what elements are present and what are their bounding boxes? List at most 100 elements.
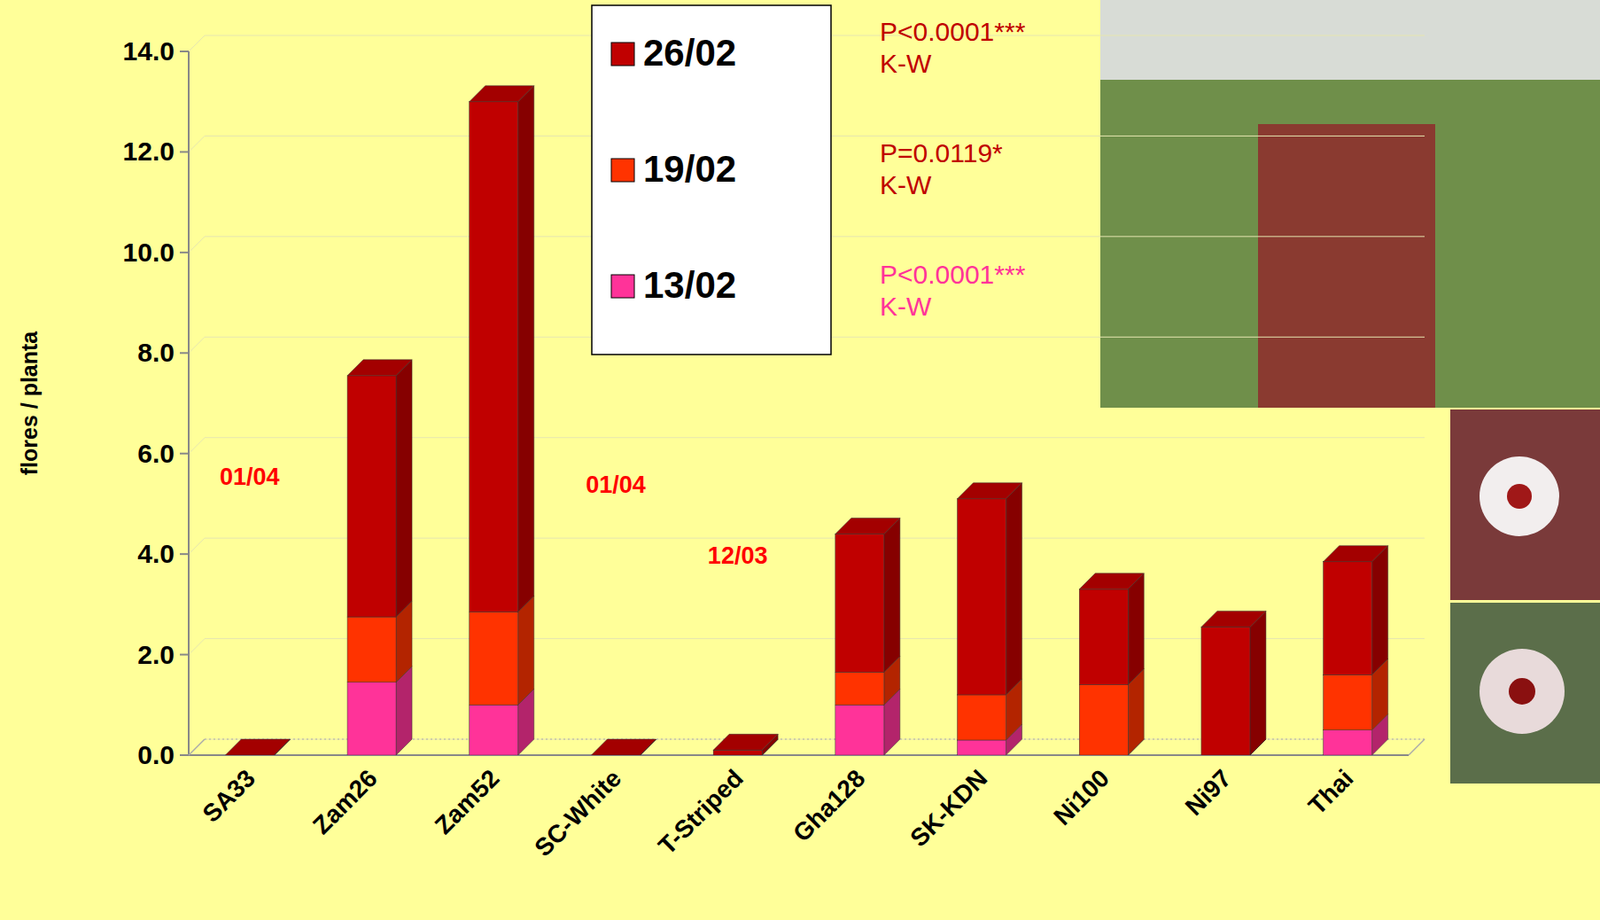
category-label: Zam52 bbox=[429, 763, 505, 839]
bar-top bbox=[1079, 573, 1144, 590]
test-label: P<0.0001*** bbox=[879, 259, 1026, 289]
bar-top bbox=[590, 738, 656, 755]
bar-segment bbox=[347, 375, 397, 617]
bar-segment bbox=[1079, 684, 1128, 755]
bar-segment bbox=[1079, 589, 1128, 685]
grid-line bbox=[188, 537, 205, 554]
tick-label: 2.0 bbox=[137, 639, 175, 669]
tick-label: 4.0 bbox=[137, 538, 175, 568]
photo-flower bbox=[1450, 602, 1600, 784]
bar-segment bbox=[347, 682, 397, 755]
bar-top bbox=[347, 359, 412, 376]
bar-segment bbox=[1201, 626, 1251, 755]
chart: 0.0 2.0 4.0 6.0 8.0 10.0 12.0 14.0 flores / plan… bbox=[0, 0, 1600, 920]
test-method: K-W bbox=[879, 170, 933, 200]
legend-label: 26/02 bbox=[643, 31, 737, 74]
bar-segment bbox=[957, 498, 1007, 695]
bar-top bbox=[713, 733, 778, 750]
test-method: K-W bbox=[879, 48, 933, 78]
grid-line bbox=[188, 135, 205, 152]
tick bbox=[179, 150, 189, 153]
floor-edge bbox=[188, 738, 205, 755]
bar-top bbox=[835, 517, 901, 534]
legend-swatch bbox=[611, 274, 635, 298]
bar-side bbox=[1372, 545, 1389, 676]
bar-segment bbox=[347, 616, 397, 683]
bar-side bbox=[518, 595, 535, 705]
bar-top bbox=[957, 482, 1023, 499]
test-label: P=0.0119* bbox=[879, 138, 1003, 168]
tick-label: 14.0 bbox=[123, 36, 175, 66]
category-label: Zam26 bbox=[307, 763, 383, 839]
grid-line bbox=[188, 35, 205, 52]
legend-label: 19/02 bbox=[643, 147, 737, 190]
tick-label: 12.0 bbox=[123, 136, 175, 166]
tick bbox=[179, 653, 189, 656]
legend-label: 13/02 bbox=[643, 264, 737, 306]
test-method: K-W bbox=[879, 291, 933, 321]
tick-label: 6.0 bbox=[137, 438, 175, 468]
tick bbox=[179, 251, 189, 254]
tick-label: 0.0 bbox=[137, 739, 175, 769]
test-label: P<0.0001*** bbox=[879, 16, 1026, 47]
tick bbox=[179, 753, 189, 756]
annotation: 01/04 bbox=[585, 471, 646, 498]
bar-segment bbox=[469, 704, 519, 755]
bar-top bbox=[225, 738, 290, 755]
axis-title: flores / planta bbox=[16, 330, 42, 476]
category-label: Ni100 bbox=[1048, 763, 1115, 831]
legend-swatch bbox=[611, 42, 635, 66]
bar-segment bbox=[835, 704, 885, 755]
photo-flower bbox=[1450, 409, 1600, 600]
annotation: 01/04 bbox=[219, 463, 280, 490]
grid-line bbox=[188, 738, 205, 755]
category-label: Thai bbox=[1303, 763, 1360, 820]
tick bbox=[179, 552, 189, 555]
y-axis bbox=[187, 51, 190, 755]
tick bbox=[179, 50, 189, 53]
bar-segment bbox=[469, 611, 519, 705]
photo bbox=[1100, 0, 1600, 408]
bar-side bbox=[1006, 482, 1023, 695]
bar-segment bbox=[957, 739, 1007, 755]
tick-label: 10.0 bbox=[123, 237, 175, 267]
bar-side bbox=[1250, 610, 1267, 755]
bar-segment bbox=[835, 671, 885, 705]
category-label: SK-KDN bbox=[904, 763, 993, 852]
floor-edge bbox=[1408, 738, 1425, 755]
bar-top bbox=[1323, 545, 1389, 562]
bar-segment bbox=[469, 101, 519, 613]
annotation: 12/03 bbox=[707, 542, 769, 569]
category-label: Gha128 bbox=[787, 763, 870, 847]
bar-segment bbox=[1323, 730, 1373, 755]
background bbox=[0, 0, 1600, 920]
bar-segment bbox=[957, 694, 1007, 740]
photo-sky bbox=[1100, 0, 1600, 80]
tick bbox=[179, 351, 189, 354]
photo-flower-petals bbox=[1479, 648, 1565, 734]
bar-top bbox=[1201, 610, 1267, 627]
category-label: SC-White bbox=[528, 763, 627, 862]
photo-plants bbox=[1258, 124, 1436, 408]
bar-side bbox=[884, 517, 901, 672]
photo-flower-center bbox=[1508, 677, 1536, 705]
grid-line bbox=[188, 336, 205, 353]
bar-segment bbox=[1323, 561, 1373, 676]
tick bbox=[179, 452, 189, 455]
grid-line bbox=[188, 236, 205, 253]
category-label: Ni97 bbox=[1180, 763, 1237, 821]
bar-segment bbox=[1323, 674, 1373, 730]
photo-flower-petals bbox=[1479, 456, 1560, 536]
bar-top bbox=[469, 85, 535, 102]
photo-flower-center bbox=[1506, 483, 1532, 509]
bar-side bbox=[1127, 573, 1144, 685]
grid-line bbox=[188, 638, 205, 655]
tick-label: 8.0 bbox=[137, 337, 175, 367]
category-label: T-Striped bbox=[652, 763, 749, 860]
bar-side bbox=[518, 85, 535, 613]
grid-line bbox=[188, 437, 205, 454]
bar-segment bbox=[713, 749, 762, 755]
legend-swatch bbox=[611, 158, 635, 182]
bar-side bbox=[396, 359, 412, 617]
category-label: SA33 bbox=[197, 763, 261, 827]
